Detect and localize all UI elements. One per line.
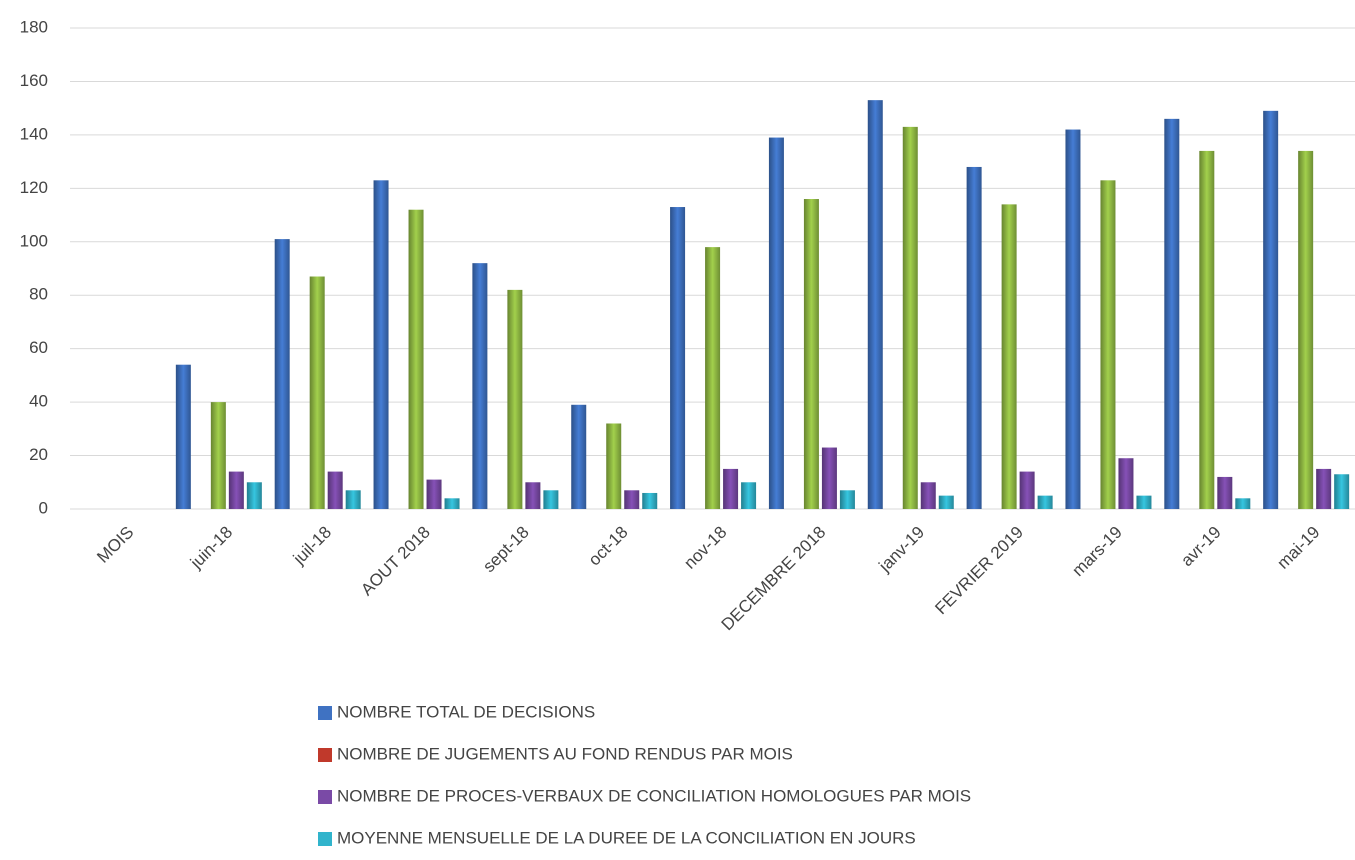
- bar: [274, 239, 290, 509]
- y-tick-label: 20: [29, 445, 48, 464]
- bar: [821, 447, 837, 509]
- bar: [768, 137, 784, 510]
- bar: [1100, 180, 1116, 510]
- legend-label: NOMBRE DE JUGEMENTS AU FOND RENDUS PAR M…: [337, 744, 793, 763]
- bar: [228, 471, 244, 509]
- bar: [426, 479, 442, 509]
- bar: [1217, 476, 1233, 509]
- bar: [543, 490, 559, 509]
- bar: [606, 423, 622, 509]
- bar: [408, 209, 424, 509]
- y-tick-label: 160: [20, 71, 48, 90]
- x-tick-label: avr-19: [1177, 523, 1225, 571]
- y-tick-label: 0: [39, 498, 48, 517]
- x-tick-label: juil-18: [289, 523, 335, 569]
- bar: [571, 404, 587, 509]
- bar: [1037, 495, 1053, 509]
- legend-swatch: [318, 706, 332, 720]
- y-tick-label: 180: [20, 17, 48, 36]
- bar: [472, 263, 488, 509]
- x-tick-label: janv-19: [875, 523, 929, 577]
- y-tick-label: 80: [29, 285, 48, 304]
- x-tick-label: DECEMBRE 2018: [718, 523, 830, 635]
- legend-label: NOMBRE TOTAL DE DECISIONS: [337, 702, 595, 721]
- x-tick-label: sept-18: [479, 523, 533, 577]
- bar: [1334, 474, 1350, 509]
- legend-label: MOYENNE MENSUELLE DE LA DUREE DE LA CONC…: [337, 828, 916, 847]
- bar: [309, 276, 325, 509]
- legend-label: NOMBRE DE PROCES-VERBAUX DE CONCILIATION…: [337, 786, 971, 805]
- bar: [525, 482, 541, 509]
- bar: [624, 490, 640, 509]
- legend-swatch: [318, 790, 332, 804]
- bar: [803, 199, 819, 509]
- bar: [1065, 129, 1081, 510]
- bar: [175, 364, 191, 509]
- bar: [642, 492, 658, 509]
- x-tick-label: juin-18: [186, 523, 236, 573]
- bar: [839, 490, 855, 509]
- bar: [507, 289, 523, 509]
- bar: [920, 482, 936, 509]
- bar: [1001, 204, 1017, 509]
- bar: [1263, 110, 1279, 509]
- x-tick-label: FEVRIER 2019: [931, 523, 1027, 619]
- bar: [705, 247, 721, 509]
- bar: [670, 207, 686, 510]
- y-tick-label: 60: [29, 338, 48, 357]
- bar: [1019, 471, 1035, 509]
- x-tick-label: MOIS: [93, 523, 137, 567]
- x-tick-label: oct-18: [585, 523, 632, 570]
- y-tick-label: 120: [20, 178, 48, 197]
- y-tick-label: 100: [20, 231, 48, 250]
- bar: [1316, 468, 1332, 509]
- bar: [723, 468, 739, 509]
- bar: [867, 100, 883, 510]
- bar: [1136, 495, 1152, 509]
- legend-swatch: [318, 748, 332, 762]
- bar: [444, 498, 460, 509]
- bar: [327, 471, 343, 509]
- bar: [1118, 458, 1134, 509]
- bar: [938, 495, 954, 509]
- bar: [741, 482, 757, 509]
- bar: [966, 166, 982, 509]
- bar: [1298, 150, 1314, 509]
- bar: [246, 482, 262, 509]
- bar: [1235, 498, 1251, 509]
- x-tick-label: nov-18: [680, 523, 730, 573]
- bar: [1199, 150, 1215, 509]
- x-tick-label: mars-19: [1068, 523, 1126, 581]
- bar: [345, 490, 361, 509]
- bar: [210, 402, 226, 509]
- y-tick-label: 140: [20, 124, 48, 143]
- bar: [902, 126, 918, 509]
- legend-swatch: [318, 832, 332, 846]
- bar: [373, 180, 389, 510]
- y-tick-label: 40: [29, 392, 48, 411]
- x-tick-label: AOUT 2018: [357, 523, 434, 600]
- bar: [1164, 118, 1180, 509]
- x-tick-label: mai-19: [1273, 523, 1323, 573]
